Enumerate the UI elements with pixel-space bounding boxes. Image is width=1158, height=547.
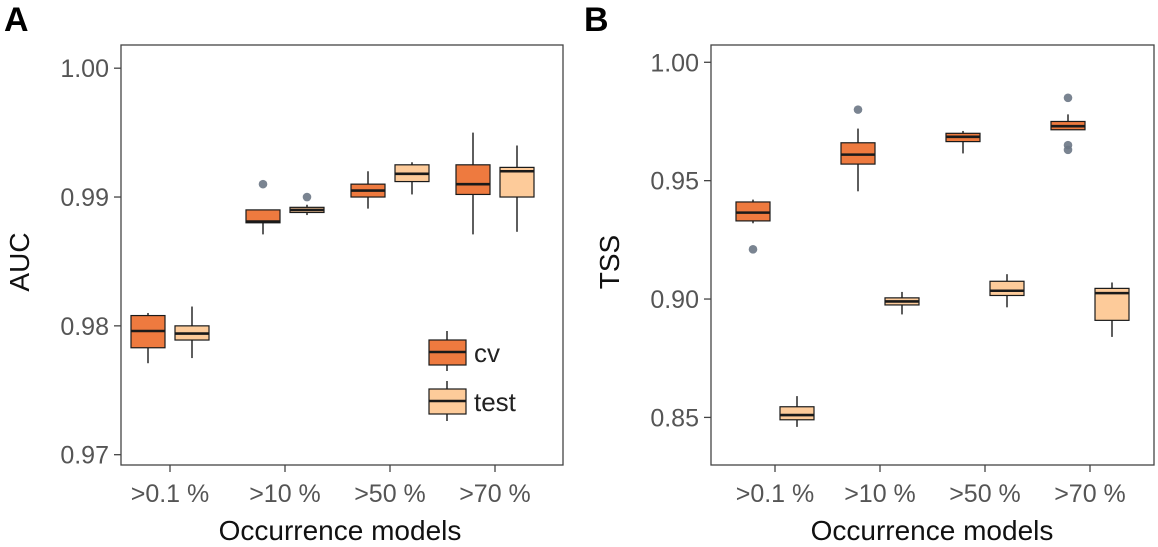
x-tick-label: >50 %	[949, 480, 1021, 508]
legend-cv-label: cv	[474, 338, 500, 368]
box-cv-0.1	[130, 312, 166, 364]
box-test-50	[394, 162, 430, 195]
panel-b-x-axis: >0.1 % >10 % >50 % >70 %	[736, 465, 1126, 508]
outlier-point	[1063, 145, 1073, 155]
y-tick-label: 0.99	[60, 184, 109, 212]
outlier-point	[853, 105, 863, 114]
box-test-10	[289, 192, 325, 216]
box-test-10	[884, 291, 920, 315]
panel-a-plot-frame	[120, 44, 564, 466]
panel-a-x-axis: >0.1 % >10 % >50 % >70 %	[131, 465, 531, 508]
box-cv-70	[1050, 93, 1086, 155]
x-tick-label: >70 %	[459, 480, 531, 508]
panel-a: A 0.97 0.98 0.99 1.00 >0.1 % >10 % >50 % >70 %…	[4, 1, 564, 546]
panel-a-x-title: Occurrence models	[219, 515, 462, 546]
panel-b-letter: B	[584, 1, 609, 39]
panel-b-y-axis: 0.85 0.90 0.95 1.00	[650, 49, 711, 432]
box	[989, 280, 1025, 297]
x-tick-label: >0.1 %	[131, 480, 210, 508]
y-tick-label: 0.98	[60, 313, 109, 341]
y-tick-label: 1.00	[60, 55, 109, 83]
y-tick-label: 1.00	[650, 49, 699, 77]
y-tick-label: 0.97	[60, 442, 109, 470]
box-test-50	[989, 274, 1025, 308]
box-cv-70	[455, 132, 491, 235]
box	[779, 406, 815, 421]
panel-b: B 0.85 0.90 0.95 1.00 >0.1 % >10 % >50 % >70 %…	[584, 1, 1155, 546]
box-test-70	[1094, 282, 1130, 337]
y-tick-label: 0.90	[650, 286, 699, 314]
y-tick-label: 0.95	[650, 168, 699, 196]
panel-a-y-axis: 0.97 0.98 0.99 1.00	[60, 55, 121, 470]
x-tick-label: >0.1 %	[736, 480, 815, 508]
legend-test-label: test	[474, 387, 517, 417]
x-tick-label: >50 %	[354, 480, 426, 508]
outlier-point	[258, 179, 268, 189]
box-test-70	[499, 145, 535, 232]
panel-b-marks	[735, 93, 1130, 427]
box-cv-10	[840, 105, 876, 192]
outlier-point	[748, 245, 758, 254]
panel-b-plot-frame	[710, 44, 1155, 466]
panel-a-y-title: AUC	[4, 232, 35, 291]
x-tick-label: >70 %	[1054, 480, 1126, 508]
box-cv-0.1	[735, 199, 771, 254]
box-test-0.1	[174, 306, 210, 359]
box-cv-50	[350, 171, 386, 209]
x-tick-label: >10 %	[844, 480, 916, 508]
panel-a-letter: A	[4, 1, 29, 39]
x-tick-label: >10 %	[249, 480, 321, 508]
y-tick-label: 0.85	[650, 404, 699, 432]
panel-a-marks	[130, 132, 535, 364]
panel-b-y-title: TSS	[594, 235, 625, 289]
legend: cv test	[428, 331, 517, 421]
box	[455, 164, 491, 196]
box-test-0.1	[779, 396, 815, 427]
box-cv-10	[245, 179, 281, 235]
outlier-point	[302, 192, 312, 202]
panel-b-x-title: Occurrence models	[811, 515, 1054, 546]
outlier-point	[1063, 93, 1073, 103]
box-cv-50	[945, 130, 981, 154]
